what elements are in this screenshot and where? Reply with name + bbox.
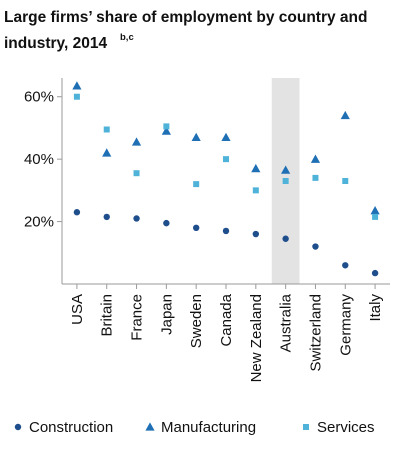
data-point-manufacturing — [191, 132, 201, 141]
legend-marker-manufacturing — [145, 422, 155, 431]
x-tick-label: France — [129, 294, 146, 341]
x-tick-label: Australia — [278, 293, 295, 352]
x-tick-label: Germany — [337, 294, 354, 356]
y-tick-label: 20% — [24, 214, 54, 231]
data-point-construction — [252, 230, 260, 238]
y-tick-label: 40% — [24, 151, 54, 168]
x-tick-label: USA — [69, 294, 86, 325]
data-point-manufacturing — [370, 206, 380, 215]
x-tick-label: Switzerland — [307, 294, 324, 372]
x-tick-label: Sweden — [188, 294, 205, 348]
data-point-services — [252, 187, 259, 194]
legend-marker-construction — [14, 423, 22, 431]
data-point-services — [282, 178, 289, 184]
data-point-construction — [73, 209, 81, 216]
data-point-services — [163, 123, 170, 130]
plot-area: 20% 40% 60% USA Britain France Japan Sweden Cana… — [14, 78, 390, 436]
chart-title-superscript: b,c — [120, 32, 134, 43]
legend-label-manufacturing: Manufacturing — [161, 419, 256, 436]
data-point-construction — [192, 224, 200, 232]
data-point-services — [223, 156, 229, 163]
data-point-construction — [222, 227, 230, 235]
legend-label-construction: Construction — [29, 419, 113, 436]
x-tick-label: Italy — [367, 294, 384, 322]
x-tick-label: New Zealand — [248, 294, 265, 382]
x-tick-label: Japan — [158, 294, 175, 335]
x-tick-label: Britain — [99, 294, 116, 337]
data-point-construction — [163, 219, 170, 227]
data-point-construction — [133, 215, 140, 222]
data-point-services — [73, 93, 80, 100]
y-tick-label: 60% — [24, 89, 54, 106]
data-point-construction — [342, 262, 349, 269]
data-point-services — [103, 126, 110, 133]
data-point-construction — [312, 243, 319, 250]
data-point-manufacturing — [281, 165, 291, 174]
data-point-manufacturing — [72, 81, 82, 90]
data-point-manufacturing — [340, 110, 350, 120]
data-point-services — [372, 213, 379, 220]
data-point-services — [342, 178, 349, 184]
data-point-services — [193, 181, 200, 188]
chart-title: Large firms’ share of employment by coun… — [4, 9, 367, 52]
legend-marker-services — [303, 424, 309, 430]
data-point-services — [312, 174, 319, 181]
chart-title-line-2: industry, 2014 — [4, 35, 107, 52]
data-point-services — [133, 170, 140, 177]
data-point-manufacturing — [251, 163, 261, 173]
data-point-construction — [282, 235, 289, 242]
data-point-manufacturing — [102, 148, 112, 157]
legend-label-services: Services — [317, 419, 375, 436]
data-point-manufacturing — [161, 126, 171, 135]
data-point-manufacturing — [221, 132, 231, 141]
data-point-manufacturing — [131, 137, 142, 146]
data-point-construction — [103, 213, 110, 221]
chart-title-line-1: Large firms’ share of employment by coun… — [4, 9, 367, 26]
x-tick-label: Canada — [218, 293, 235, 346]
data-point-construction — [371, 269, 379, 277]
data-point-manufacturing — [310, 154, 321, 163]
